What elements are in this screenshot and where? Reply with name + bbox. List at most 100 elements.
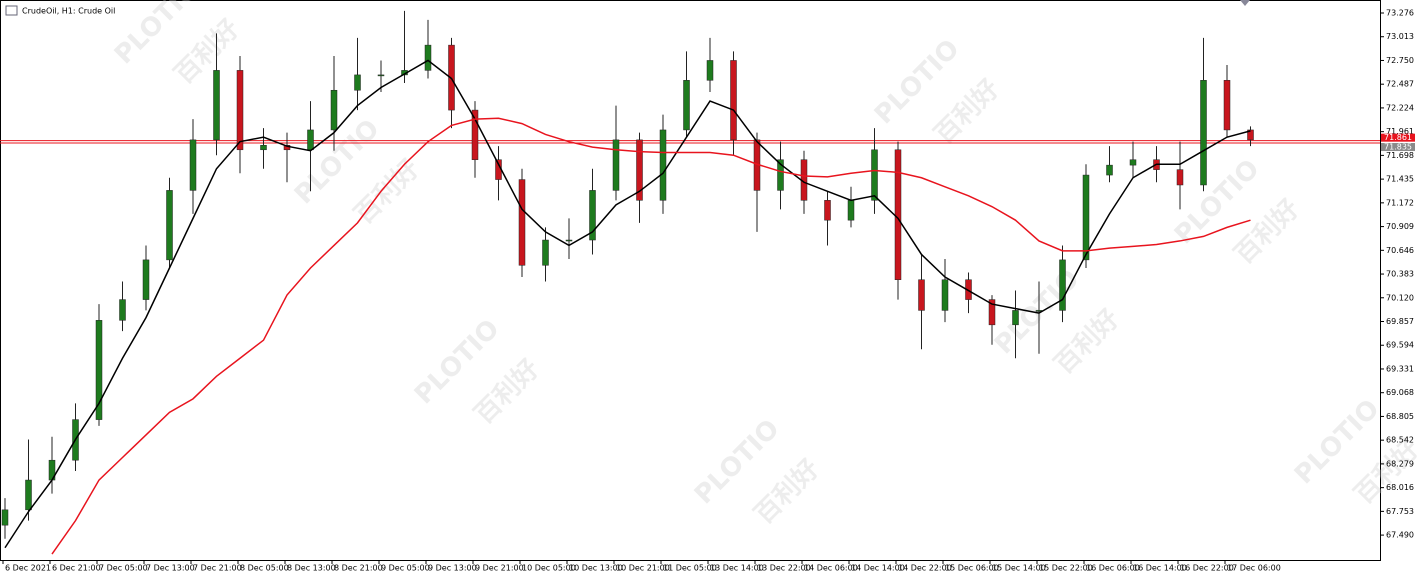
y-tick-label: 70.120 [1386,293,1414,302]
candle-body [871,149,878,201]
candle-body [377,74,385,77]
x-tick-label: 9 Dec 21:00 [475,564,524,573]
x-tick-label: 10 Dec 21:00 [616,564,670,573]
x-tick-label: 13 Dec 22:00 [757,564,811,573]
x-tick-label: 14 Dec 14:00 [851,564,905,573]
y-tick-label: 70.646 [1386,246,1414,255]
x-tick-label: 8 Dec 13:00 [287,564,336,573]
x-tick-label: 7 Dec 13:00 [146,564,195,573]
x-tick-label: 6 Dec 21:00 [52,564,101,573]
candle-body [1106,164,1113,176]
y-tick-label: 73.276 [1386,8,1414,17]
x-tick-label: 14 Dec 22:00 [898,564,952,573]
candle-body [307,129,314,151]
price-label-box [1381,133,1415,142]
chart-title: CrudeOil, H1: Crude Oil [22,7,115,16]
candle-body [119,299,126,321]
candle-body [260,145,267,151]
x-tick-label: 14 Dec 06:00 [804,564,858,573]
plot-frame [0,0,1381,561]
x-tick-label: 17 Dec 06:00 [1227,564,1281,573]
x-tick-label: 16 Dec 14:00 [1133,564,1187,573]
candle-body [236,70,244,151]
y-tick-label: 69.068 [1386,388,1414,397]
candle-body [706,60,714,81]
candle-body [1247,129,1254,141]
candle-body [565,239,573,242]
y-tick-label: 67.490 [1386,531,1414,540]
candle-body [918,279,925,311]
candle-body [25,479,32,511]
y-tick-label: 68.016 [1386,483,1414,492]
x-tick-label: 10 Dec 13:00 [569,564,623,573]
y-tick-label: 69.857 [1386,317,1414,326]
candle-body [542,239,549,266]
x-tick-label: 9 Dec 05:00 [381,564,430,573]
candle-body [941,279,949,311]
candle-body [1059,259,1066,311]
candle-body [988,299,996,326]
candle-body [730,60,737,141]
moving-average [51,117,1251,555]
candle-body [1,509,9,526]
y-tick-label: 70.383 [1386,270,1414,279]
y-tick-label: 71.961 [1386,127,1414,136]
candle-body [1200,80,1207,186]
x-tick-label: 8 Dec 21:00 [334,564,383,573]
candle-body [283,145,291,151]
x-tick-label: 10 Dec 05:00 [522,564,576,573]
candle-body [1012,310,1019,326]
y-tick-label: 67.753 [1386,507,1414,516]
candle-body [518,179,526,266]
x-tick-label: 15 Dec 14:00 [992,564,1046,573]
x-tick-label: 13 Dec 14:00 [710,564,764,573]
candle-body [354,74,361,91]
x-tick-label: 7 Dec 21:00 [193,564,242,573]
x-tick-label: 15 Dec 22:00 [1039,564,1093,573]
y-tick-label: 71.172 [1386,198,1414,207]
candle-body [213,70,220,141]
y-tick-label: 72.750 [1386,56,1414,65]
candle-body [95,320,103,420]
x-tick-label: 6 Dec 2021 [5,564,51,573]
candle-body [142,259,150,300]
candle-body [471,109,479,160]
candle-body [683,80,690,131]
y-tick-label: 71.435 [1386,175,1414,184]
y-tick-label: 68.805 [1386,412,1414,421]
price-label: 71.835 [1384,143,1412,152]
candle-body [1129,159,1137,166]
candle-body [894,149,902,280]
y-tick-label: 70.909 [1386,222,1414,231]
candle-body [1082,174,1090,261]
candle-body [824,200,831,221]
candle-body [589,190,596,241]
candle-body [1223,80,1231,131]
x-tick-label: 16 Dec 06:00 [1086,564,1140,573]
candle-body [636,139,643,201]
candle-body [189,139,197,191]
y-tick-label: 71.698 [1386,151,1414,160]
x-tick-label: 8 Dec 05:00 [240,564,289,573]
y-tick-label: 69.594 [1386,341,1414,350]
x-tick-label: 15 Dec 06:00 [945,564,999,573]
candle-body [612,139,620,191]
y-tick-label: 68.542 [1386,436,1414,445]
candle-body [330,89,338,131]
price-label: 71.861 [1384,133,1412,142]
y-tick-label: 73.013 [1386,32,1414,41]
shift-marker [1240,0,1250,6]
candle-body [659,129,667,201]
candle-body [1176,169,1184,186]
price-label-box [1381,143,1415,152]
candle-body [847,200,855,221]
y-tick-label: 72.224 [1386,103,1414,112]
y-tick-label: 69.331 [1386,364,1414,373]
x-tick-label: 11 Dec 05:00 [663,564,717,573]
candle-body [777,159,784,191]
moving-average [4,59,1251,549]
x-tick-label: 9 Dec 13:00 [428,564,477,573]
chart-icon [5,5,18,16]
candle-body [166,190,173,261]
